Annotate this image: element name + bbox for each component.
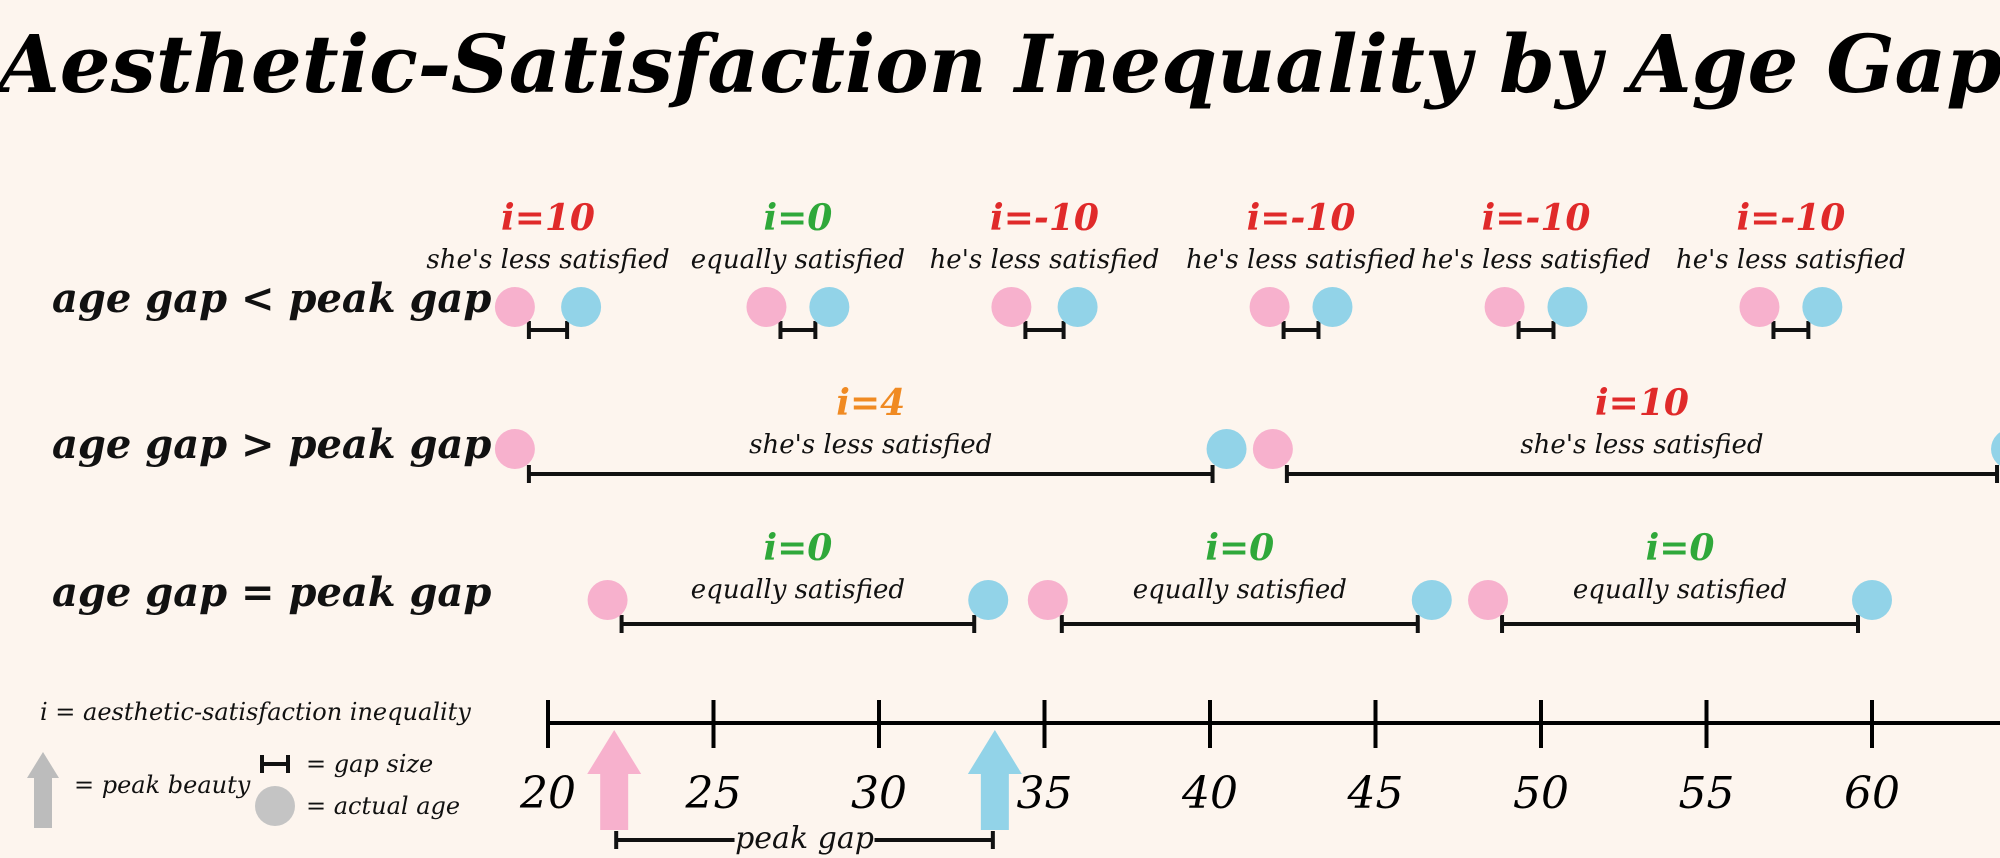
inequality-value: i=-10	[1482, 197, 1591, 239]
female-age-dot	[494, 429, 535, 469]
satisfaction-description: equally satisfied	[691, 575, 905, 605]
inequality-value: i=-10	[1736, 197, 1845, 239]
male-age-dot	[1547, 287, 1588, 327]
inequality-value: i=10	[1595, 382, 1689, 424]
legend: i = aesthetic-satisfaction inequality = …	[27, 698, 471, 828]
satisfaction-description: she's less satisfied	[426, 245, 669, 275]
male-age-dot	[1411, 580, 1452, 620]
axis-tick-label: 50	[1513, 768, 1569, 819]
legend-gap-size: = gap size	[306, 750, 433, 778]
axis-tick-label: 35	[1017, 768, 1073, 819]
gap-size-icon	[260, 755, 290, 773]
satisfaction-description: equally satisfied	[1573, 575, 1787, 605]
male-peak-arrow-icon	[967, 730, 1022, 830]
peak-beauty-markers	[587, 730, 1022, 830]
male-age-dot	[1312, 287, 1353, 327]
inequality-value: i=0	[1646, 527, 1715, 569]
female-age-dot	[1739, 287, 1780, 327]
female-age-dot	[746, 287, 787, 327]
peak-gap-label: peak gap	[735, 821, 874, 856]
axis-tick-label: 55	[1679, 768, 1735, 819]
inequality-value: i=-10	[1247, 197, 1356, 239]
row-label-equal: age gap = peak gap	[52, 569, 491, 616]
axis-tick-label: 20	[519, 768, 576, 819]
male-age-dot	[1057, 287, 1098, 327]
legend-inequality-definition: i = aesthetic-satisfaction inequality	[40, 698, 471, 726]
male-age-dot	[809, 287, 850, 327]
axis-tick-label: 60	[1844, 768, 1900, 819]
male-age-dot	[1852, 580, 1892, 620]
satisfaction-description: she's less satisfied	[749, 430, 992, 460]
inequality-value: i=10	[501, 197, 595, 239]
arrow-head	[967, 730, 1022, 774]
arrow-shaft	[600, 772, 629, 830]
row-greater-than-peak: i=4 she's less satisfied i=10 she's less sa…	[494, 382, 2000, 483]
satisfaction-description: he's less satisfied	[1676, 245, 1906, 275]
axis-tick-label: 30	[851, 768, 907, 819]
male-age-dot	[968, 580, 1009, 620]
row-less-than-peak: i=10 she's less satisfied i=0 equally satis…	[426, 197, 1906, 339]
female-age-dot	[1252, 429, 1293, 469]
inequality-value: i=0	[1205, 527, 1274, 569]
diagram-title: Aesthetic-Satisfaction Inequality by Age…	[0, 17, 2000, 111]
female-age-dot	[494, 287, 535, 327]
female-age-dot	[1027, 580, 1068, 620]
inequality-value: i=0	[763, 197, 832, 239]
peak-gap-bracket: peak gap	[614, 821, 995, 856]
male-age-dot	[1206, 429, 1247, 469]
satisfaction-description: equally satisfied	[1133, 575, 1347, 605]
axis-tick-label: 25	[685, 768, 742, 819]
male-age-dot	[561, 287, 602, 327]
inequality-value: i=4	[836, 382, 905, 424]
female-peak-arrow-icon	[587, 730, 642, 830]
female-age-dot	[1484, 287, 1525, 327]
arrow-shaft	[980, 772, 1009, 830]
female-age-dot	[1249, 287, 1290, 327]
axis-tick-label: 40	[1181, 768, 1238, 819]
female-age-dot	[587, 580, 628, 620]
satisfaction-description: he's less satisfied	[930, 245, 1160, 275]
row-label-greater: age gap > peak gap	[52, 421, 491, 468]
row-equal-to-peak: i=0 equally satisfied i=0 equally satisfied…	[587, 527, 1892, 633]
male-age-dot	[1802, 287, 1843, 327]
gray-arrow-icon	[27, 752, 59, 828]
arrow-head	[587, 730, 642, 774]
age-axis: 20 25 30 35 40 45 50 55 60	[519, 700, 2000, 819]
inequality-value: i=-10	[990, 197, 1099, 239]
satisfaction-description: he's less satisfied	[1421, 245, 1651, 275]
inequality-value: i=0	[763, 527, 832, 569]
row-label-less: age gap < peak gap	[52, 275, 491, 322]
axis-tick-label: 45	[1347, 768, 1404, 819]
female-age-dot	[991, 287, 1032, 327]
legend-peak-beauty: = peak beauty	[74, 771, 251, 799]
satisfaction-description: equally satisfied	[691, 245, 905, 275]
satisfaction-description: she's less satisfied	[1520, 430, 1763, 460]
satisfaction-description: he's less satisfied	[1186, 245, 1416, 275]
legend-actual-age: = actual age	[306, 792, 460, 820]
female-age-dot	[1468, 580, 1509, 620]
male-age-dot	[1991, 432, 2000, 466]
age-dot-icon	[255, 786, 295, 826]
